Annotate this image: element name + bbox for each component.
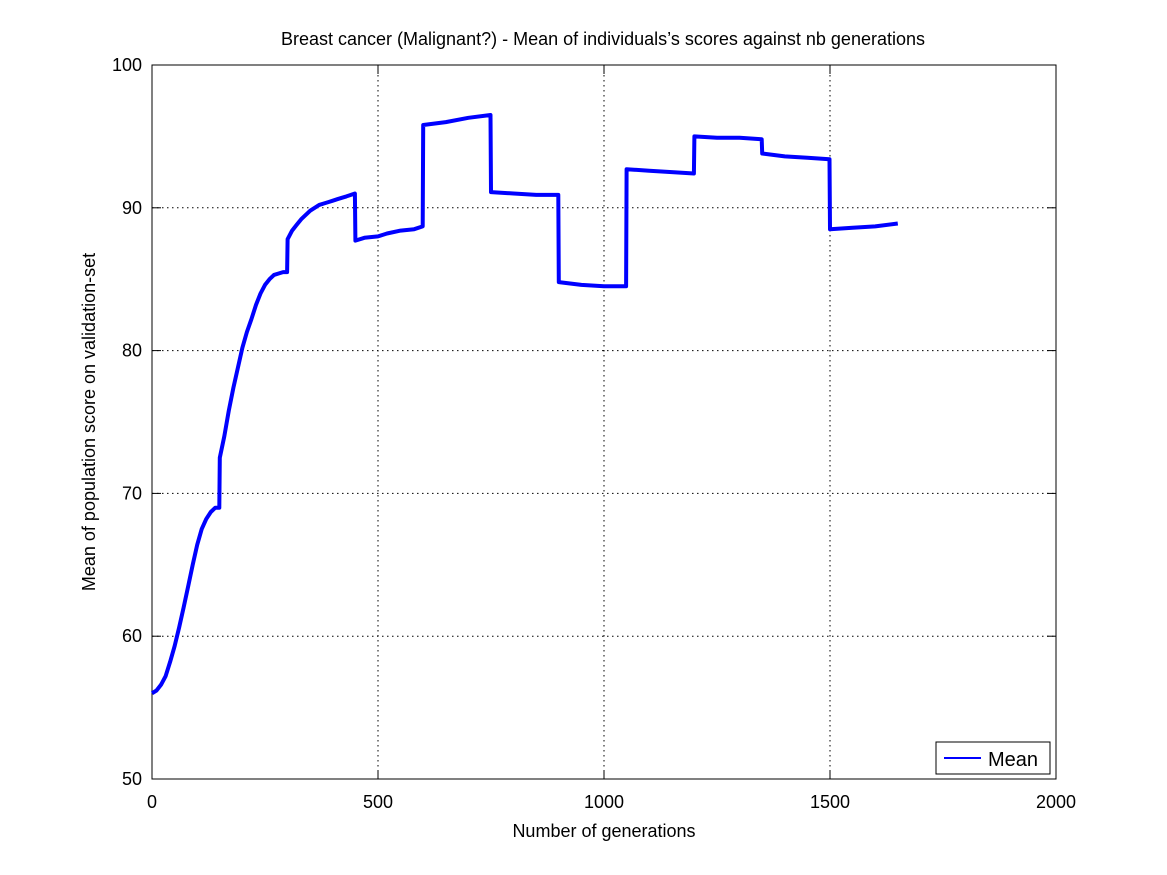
y-tick-label: 60 <box>122 626 142 646</box>
x-tick-label: 1000 <box>584 792 624 812</box>
y-tick-label: 80 <box>122 341 142 361</box>
y-tick-label: 50 <box>122 769 142 789</box>
x-tick-label: 0 <box>147 792 157 812</box>
legend-label-mean: Mean <box>988 749 1038 771</box>
axis-ticks <box>151 64 1057 780</box>
x-axis-title: Number of generations <box>512 821 695 841</box>
x-tick-label: 500 <box>363 792 393 812</box>
y-axis-title: Mean of population score on validation-s… <box>79 253 99 591</box>
series-layer <box>150 113 899 695</box>
y-tick-label: 90 <box>122 198 142 218</box>
x-axis-tick-labels: 0 500 1000 1500 2000 <box>147 792 1076 812</box>
chart-title: Breast cancer (Malignant?) - Mean of ind… <box>281 29 925 49</box>
y-axis-tick-labels: 50 60 70 80 90 100 <box>112 55 142 789</box>
legend: Mean <box>935 741 1051 775</box>
grid-lines <box>152 65 1056 779</box>
x-tick-label: 2000 <box>1036 792 1076 812</box>
y-tick-label: 70 <box>122 483 142 503</box>
x-tick-label: 1500 <box>810 792 850 812</box>
y-tick-label: 100 <box>112 55 142 75</box>
series-line-mean <box>150 113 899 695</box>
